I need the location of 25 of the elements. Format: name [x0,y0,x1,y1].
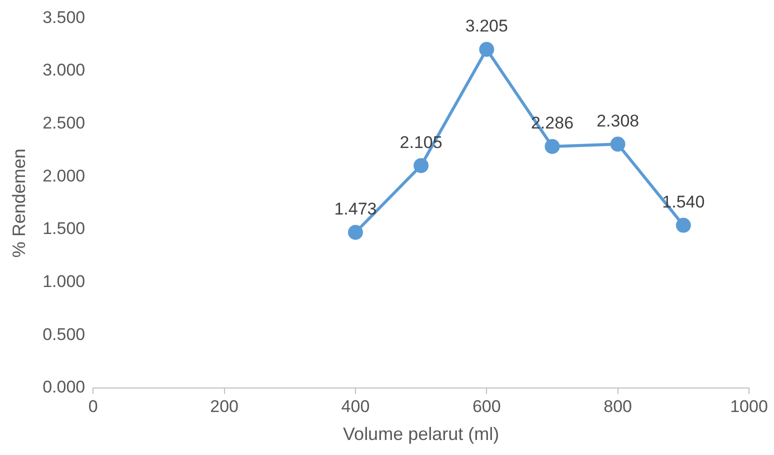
x-tick-label: 600 [472,396,501,416]
point [414,158,429,174]
x-tick-label: 800 [604,396,632,416]
x-tick-label: 200 [210,396,238,416]
y-tick-label: 0.500 [42,324,86,344]
y-tick-label: 0.000 [42,378,86,397]
y-tick-label: 3.500 [42,8,86,27]
point [544,138,560,154]
y-tick-label: 3.000 [42,60,86,80]
point [676,218,691,233]
x-tick-label: 400 [341,396,370,416]
y-tick-label: 2.500 [42,114,86,133]
y-axis-title: % Rendemen [8,148,29,258]
data-label: 2.308 [596,111,640,130]
y-tick-label: 2.000 [42,166,86,186]
y-tick-label: 1.000 [42,272,86,292]
y-tick-label: 1.500 [42,219,86,238]
point [610,136,626,152]
data-label: 3.205 [465,16,508,36]
point [348,224,363,240]
x-axis-title: Volume pelarut (ml) [343,424,500,444]
x-tick-label: 0 [88,396,98,416]
data-label: 1.473 [334,200,377,219]
x-tick-label: 1000 [730,396,768,416]
point [479,42,494,57]
